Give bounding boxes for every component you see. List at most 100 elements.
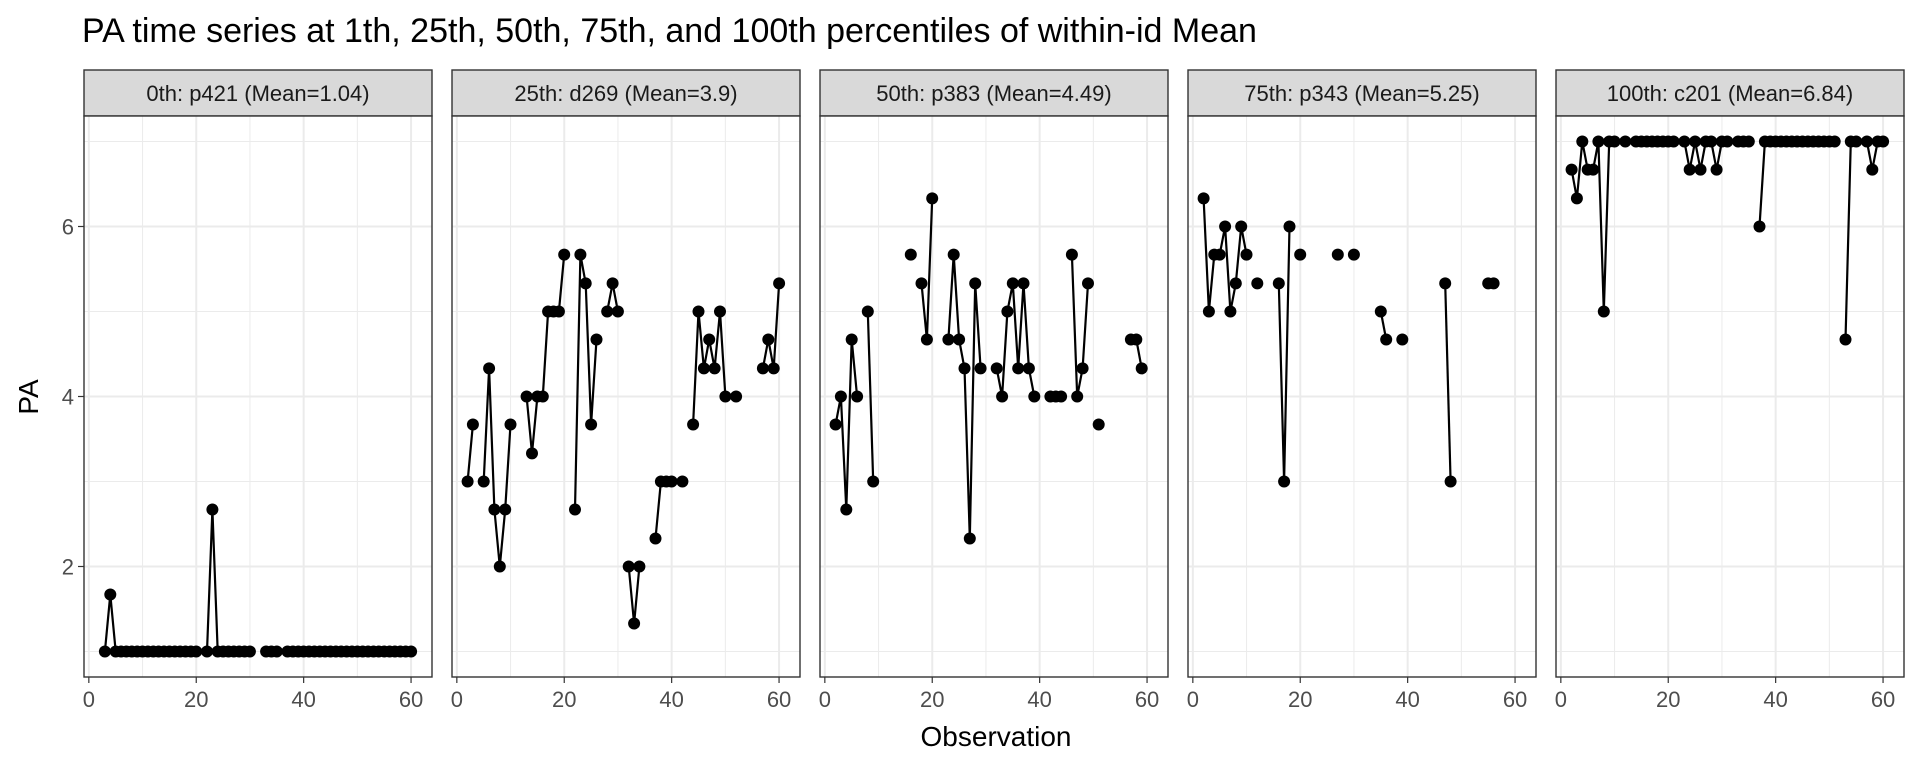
x-tick-label: 40 <box>659 687 683 712</box>
data-point <box>1374 305 1387 318</box>
data-point <box>1439 277 1452 290</box>
data-point <box>942 333 955 346</box>
data-point <box>1076 362 1089 375</box>
y-tick-label: 4 <box>62 385 74 410</box>
x-tick-label: 60 <box>1503 687 1527 712</box>
data-point <box>665 475 678 488</box>
x-tick-label: 0 <box>451 687 463 712</box>
data-point <box>1202 305 1215 318</box>
facet-strip-label: 25th: d269 (Mean=3.9) <box>514 81 737 106</box>
data-point <box>767 362 780 375</box>
data-point <box>920 333 933 346</box>
data-point <box>1860 135 1873 148</box>
data-point <box>687 418 700 431</box>
data-point <box>1678 135 1691 148</box>
x-tick-label: 60 <box>399 687 423 712</box>
data-point <box>1240 248 1253 261</box>
data-point <box>1012 362 1025 375</box>
data-point <box>1197 192 1210 205</box>
data-point <box>1576 135 1589 148</box>
data-point <box>1753 220 1766 233</box>
series-line <box>1444 283 1452 482</box>
data-point <box>867 475 880 488</box>
data-point <box>915 277 928 290</box>
data-point <box>1283 220 1296 233</box>
data-point <box>969 277 982 290</box>
data-point <box>840 503 853 516</box>
data-point <box>628 617 641 630</box>
data-point <box>1587 163 1600 176</box>
data-point <box>714 305 726 318</box>
data-point <box>947 248 960 261</box>
facet-panel-1: 25th: d269 (Mean=3.9) 0 20 40 60 <box>451 69 801 712</box>
data-point <box>676 475 689 488</box>
data-point <box>851 390 864 403</box>
data-point <box>1667 135 1680 148</box>
data-point <box>1272 277 1285 290</box>
data-point <box>1055 390 1068 403</box>
data-point <box>606 277 619 290</box>
data-point <box>1396 333 1409 346</box>
data-point <box>1251 277 1264 290</box>
data-point <box>1224 305 1237 318</box>
data-point <box>1219 220 1232 233</box>
data-point <box>1839 333 1852 346</box>
data-point <box>585 418 598 431</box>
data-point <box>552 305 565 318</box>
data-point <box>1742 135 1755 148</box>
data-point <box>958 362 971 375</box>
data-point <box>1619 135 1632 148</box>
data-point <box>708 362 721 375</box>
data-point <box>1487 277 1500 290</box>
data-point <box>773 277 786 290</box>
data-point <box>1071 390 1084 403</box>
data-point <box>590 333 603 346</box>
chart-title: PA time series at 1th, 25th, 50th, 75th,… <box>82 12 1257 50</box>
x-tick-label: 0 <box>83 687 95 712</box>
data-point <box>756 362 769 375</box>
x-tick-label: 40 <box>1763 687 1787 712</box>
data-point <box>477 475 490 488</box>
data-point <box>1866 163 1879 176</box>
data-point <box>104 588 117 601</box>
data-point <box>633 560 646 573</box>
data-point <box>1130 333 1143 346</box>
facet-panel-2: 50th: p383 (Mean=4.49) 0 20 40 60 <box>819 69 1169 712</box>
data-point <box>206 503 219 516</box>
y-tick-label: 2 <box>62 555 74 580</box>
x-tick-label: 20 <box>920 687 944 712</box>
x-tick-label: 40 <box>1395 687 1419 712</box>
data-point <box>926 192 939 205</box>
data-point <box>1006 277 1019 290</box>
data-point <box>520 390 533 403</box>
data-point <box>536 390 549 403</box>
series-line <box>1070 254 1090 398</box>
facet-strip <box>451 69 801 117</box>
x-tick-label: 20 <box>1288 687 1312 712</box>
data-point <box>1597 305 1610 318</box>
panel-border <box>451 115 801 678</box>
x-tick-label: 60 <box>1135 687 1159 712</box>
data-point <box>697 362 710 375</box>
facet-panel-4: 100th: c201 (Mean=6.84) 0 20 40 60 <box>1555 69 1905 712</box>
data-point <box>1347 248 1360 261</box>
data-point <box>1028 390 1041 403</box>
data-point <box>1850 135 1863 148</box>
data-point <box>622 560 635 573</box>
data-point <box>1235 220 1248 233</box>
facet-panel-0: 0th: p421 (Mean=1.04) 0 20 40 60 <box>83 69 433 712</box>
data-point <box>1017 277 1030 290</box>
data-point <box>190 645 203 658</box>
data-point <box>1380 333 1393 346</box>
y-axis-title: PA <box>13 379 44 415</box>
data-point <box>611 305 624 318</box>
data-point <box>483 362 496 375</box>
data-point <box>719 390 732 403</box>
x-tick-label: 20 <box>1656 687 1680 712</box>
series-line <box>866 311 875 482</box>
data-point <box>1689 135 1702 148</box>
data-point <box>1592 135 1605 148</box>
data-point <box>1570 192 1583 205</box>
data-point <box>845 333 858 346</box>
data-point <box>499 503 512 516</box>
